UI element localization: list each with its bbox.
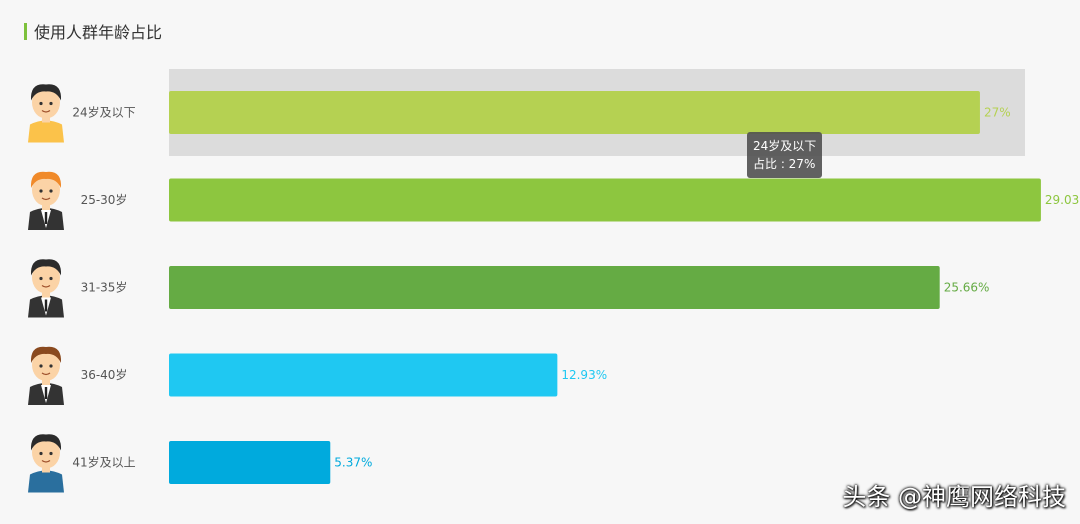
avatar-face (32, 174, 60, 206)
avatar-eye-right (49, 189, 53, 193)
chart-title-wrap: 使用人群年龄占比 (24, 20, 162, 42)
value-label-1: 29.03% (1045, 193, 1080, 207)
avatar-body (28, 120, 64, 143)
category-label-4: 41岁及以上 (72, 455, 135, 470)
avatar-eye-right (49, 101, 53, 106)
avatar-4-icon (28, 434, 64, 493)
avatar-eye-left (39, 276, 43, 281)
avatar-hair (30, 434, 62, 451)
chart-title: 使用人群年龄占比 (34, 23, 163, 42)
value-label-2: 25.66% (944, 281, 990, 295)
bar-2 (169, 266, 940, 309)
avatar-hair (30, 346, 62, 363)
avatar-1-icon (28, 171, 64, 230)
avatar-body (28, 470, 64, 493)
avatar-eye-left (39, 101, 43, 106)
category-label-0: 24岁及以下 (72, 105, 135, 120)
avatar-tie (44, 299, 48, 312)
avatar-mouth (41, 110, 51, 113)
value-label-4: 5.37% (334, 456, 372, 470)
avatar-mouth (41, 372, 51, 376)
avatar-2-icon (28, 259, 64, 318)
avatar-mouth (41, 460, 51, 463)
bar-tooltip: 24岁及以下 占比 : 27% (747, 132, 823, 178)
bar-1 (169, 178, 1041, 222)
bar-3 (169, 353, 558, 397)
avatar-eye-left (39, 451, 43, 456)
avatar-eye-right (49, 276, 53, 281)
avatar-face (32, 349, 60, 381)
avatar-face (32, 436, 60, 469)
avatar-hair (30, 259, 62, 276)
tooltip-value: 占比 : 27% (753, 157, 816, 171)
bar-0 (169, 91, 980, 134)
avatar-3-icon (28, 346, 64, 405)
category-label-1: 25-30岁 (81, 192, 128, 207)
avatar-0-icon (28, 84, 64, 143)
tooltip-category: 24岁及以下 (753, 139, 817, 153)
avatar-eye-left (39, 364, 43, 368)
value-label-3: 12.93% (561, 368, 607, 382)
avatar-mouth (41, 197, 51, 201)
category-label-3: 36-40岁 (81, 367, 128, 382)
value-label-0: 27% (984, 106, 1011, 120)
title-accent-bar (24, 22, 27, 40)
avatar-tie (44, 212, 48, 224)
avatar-face (32, 261, 60, 294)
category-label-2: 31-35岁 (81, 280, 128, 295)
avatar-eye-right (49, 451, 53, 456)
avatar-eye-left (39, 189, 43, 193)
watermark: 头条 @神鹰网络科技 (842, 483, 1066, 511)
avatar-eye-right (49, 364, 53, 368)
avatar-tie (44, 387, 48, 399)
avatar-mouth (41, 285, 51, 288)
avatar-hair (30, 171, 62, 188)
avatar-hair (30, 84, 62, 101)
avatar-face (32, 86, 60, 119)
bar-4 (169, 441, 331, 484)
